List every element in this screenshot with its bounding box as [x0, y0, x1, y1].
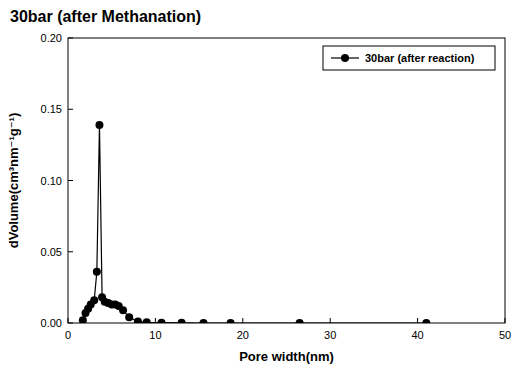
x-tick-label: 10	[149, 329, 161, 341]
y-tick	[68, 180, 73, 181]
point	[125, 313, 133, 321]
x-tick-label: 0	[65, 329, 71, 341]
point	[90, 296, 98, 304]
legend-marker	[341, 54, 349, 62]
point	[296, 319, 304, 323]
x-tick-label: 30	[324, 329, 336, 341]
plot-area	[79, 121, 430, 323]
point	[178, 319, 186, 323]
y-tick	[68, 109, 73, 110]
y-tick-label: 0.00	[41, 317, 62, 329]
y-tick-label: 0.15	[41, 103, 62, 115]
x-tick	[242, 318, 243, 323]
x-tick	[330, 318, 331, 323]
title: 30bar (after Methanation)	[10, 8, 201, 25]
y-tick-label: 0.10	[41, 175, 62, 187]
legend	[323, 46, 495, 70]
point	[158, 319, 166, 323]
x-tick-label: 40	[411, 329, 423, 341]
y-axis-label: dVolume(cm³nm⁻¹g⁻¹)	[6, 113, 21, 249]
point	[422, 319, 430, 323]
point	[119, 306, 127, 314]
point	[95, 121, 103, 129]
point	[199, 319, 207, 323]
point	[143, 318, 151, 323]
y-tick	[68, 323, 73, 324]
y-tick	[68, 38, 73, 39]
y-tick-label: 0.05	[41, 246, 62, 258]
x-tick	[68, 318, 69, 323]
x-tick	[417, 318, 418, 323]
chart: 30bar (after Methanation) 0 10 20 30 40 50 0.00…	[0, 0, 532, 374]
point	[79, 316, 87, 323]
x-axis-label: Pore width(nm)	[239, 349, 334, 364]
point	[134, 318, 142, 323]
series-line	[83, 125, 426, 323]
x-tick-label: 50	[499, 329, 511, 341]
point	[93, 268, 101, 276]
legend-label: 30bar (after reaction)	[365, 52, 475, 64]
plot-frame	[68, 38, 505, 323]
y-tick-label: 0.20	[41, 32, 62, 44]
point	[227, 319, 235, 323]
x-tick-label: 20	[237, 329, 249, 341]
x-tick	[505, 318, 506, 323]
y-tick	[68, 251, 73, 252]
